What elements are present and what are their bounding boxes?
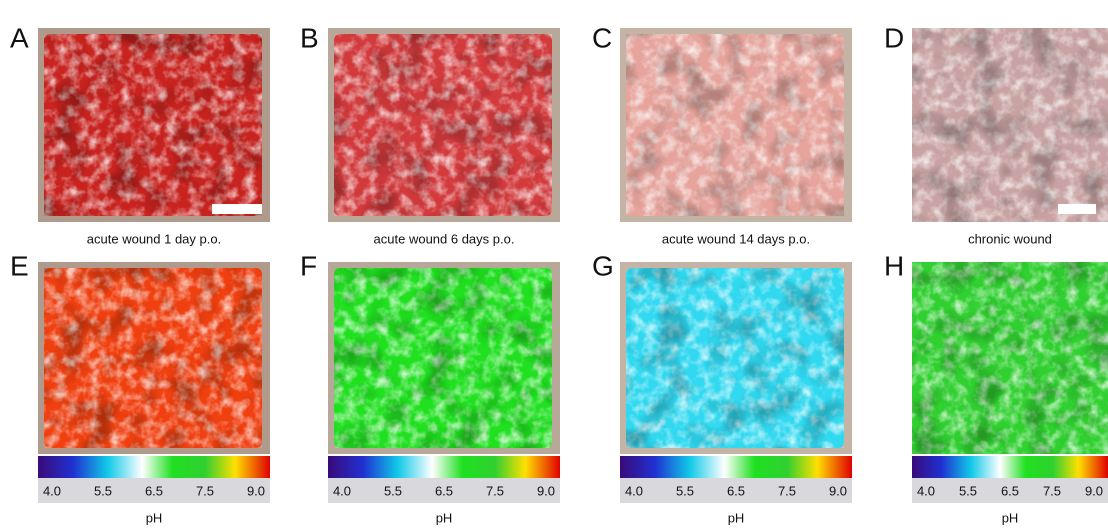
ph-map: [328, 262, 560, 454]
tick-label: 5.5: [94, 483, 112, 498]
image-shade: [44, 268, 262, 448]
tick-strip: [328, 478, 560, 503]
tick-label: 9.0: [537, 483, 555, 498]
tick-label: 7.5: [196, 483, 214, 498]
panel-caption: acute wound 1 day p.o.: [87, 231, 221, 246]
image-shade: [912, 28, 1108, 222]
wound-photo: [328, 28, 560, 222]
panel-letter: C: [592, 22, 612, 53]
panel-letter: G: [592, 250, 614, 281]
panel-caption: acute wound 14 days p.o.: [662, 231, 810, 246]
tick-label: 6.5: [727, 483, 745, 498]
color-bar: [328, 456, 560, 478]
tick-strip: [620, 478, 852, 503]
tick-label: 4.0: [917, 483, 935, 498]
tick-label: 6.5: [435, 483, 453, 498]
axis-label: pH: [146, 510, 163, 525]
tick-label: 5.5: [676, 483, 694, 498]
panel-letter: E: [10, 250, 29, 281]
tick-label: 9.0: [1085, 483, 1103, 498]
panel-caption: chronic wound: [968, 231, 1052, 246]
axis-label: pH: [728, 510, 745, 525]
ph-map: [620, 262, 852, 454]
tick-label: 6.5: [145, 483, 163, 498]
panel-letter: B: [300, 22, 319, 53]
wound-photo: [38, 28, 270, 222]
image-shade: [626, 268, 844, 448]
axis-label: pH: [1002, 510, 1019, 525]
tick-label: 7.5: [778, 483, 796, 498]
tick-label: 7.5: [1043, 483, 1061, 498]
tick-strip: [38, 478, 270, 503]
ph-map: [38, 262, 270, 454]
image-shade: [334, 34, 552, 216]
tick-label: 5.5: [384, 483, 402, 498]
panel-caption: acute wound 6 days p.o.: [374, 231, 515, 246]
tick-label: 4.0: [43, 483, 61, 498]
tick-label: 4.0: [625, 483, 643, 498]
ph-map: [912, 262, 1108, 454]
panel-letter: H: [884, 250, 904, 281]
panel-letter: A: [10, 22, 29, 53]
color-bar: [620, 456, 852, 478]
panel-letter: F: [300, 250, 317, 281]
axis-label: pH: [436, 510, 453, 525]
tick-label: 7.5: [486, 483, 504, 498]
panel-letter: D: [884, 22, 904, 53]
tick-label: 9.0: [829, 483, 847, 498]
tick-label: 5.5: [959, 483, 977, 498]
scale-bar: [212, 204, 262, 214]
tick-label: 6.5: [1001, 483, 1019, 498]
image-shade: [334, 268, 552, 448]
scale-bar: [1058, 204, 1096, 214]
wound-photo: [912, 28, 1108, 222]
image-shade: [626, 34, 844, 216]
wound-photo: [620, 28, 852, 222]
image-shade: [912, 262, 1108, 454]
tick-strip: [912, 478, 1108, 503]
tick-label: 9.0: [247, 483, 265, 498]
tick-label: 4.0: [333, 483, 351, 498]
color-bar: [38, 456, 270, 478]
color-bar: [912, 456, 1108, 478]
image-shade: [44, 34, 262, 216]
